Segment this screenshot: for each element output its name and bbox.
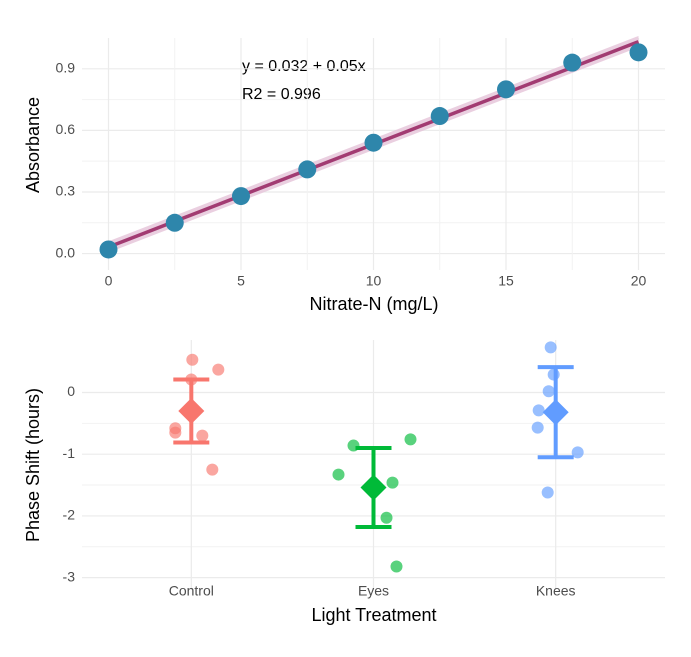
y-tick-label: 0.3 xyxy=(56,183,76,199)
point xyxy=(364,133,383,152)
point xyxy=(497,80,515,99)
point xyxy=(232,187,250,206)
point xyxy=(390,560,403,573)
point xyxy=(99,240,118,259)
x-tick-label: Control xyxy=(169,583,214,599)
point xyxy=(169,426,182,439)
point xyxy=(186,353,199,366)
x-tick-label: 5 xyxy=(237,273,245,289)
y-axis-title: Phase Shift (hours) xyxy=(23,388,43,542)
point xyxy=(532,404,545,417)
point xyxy=(541,486,554,499)
point xyxy=(629,43,648,62)
mean-marker xyxy=(178,397,205,424)
point xyxy=(531,421,544,434)
y-tick-label: -3 xyxy=(63,568,76,584)
y-axis-title: Absorbance xyxy=(23,97,43,193)
point xyxy=(571,446,584,459)
point xyxy=(563,53,582,72)
y-tick-label: 0.6 xyxy=(56,121,76,137)
y-tick-label: 0.0 xyxy=(56,244,76,260)
point xyxy=(206,463,219,476)
point xyxy=(165,213,184,232)
x-tick-label: 15 xyxy=(498,273,514,289)
point xyxy=(332,468,345,481)
x-tick-label: 20 xyxy=(631,273,647,289)
point xyxy=(212,363,225,376)
x-tick-label: Eyes xyxy=(358,583,389,599)
point xyxy=(386,476,399,489)
point xyxy=(430,107,449,126)
y-tick-label: -2 xyxy=(63,507,76,523)
y-tick-label: 0.9 xyxy=(56,59,76,75)
y-tick-label: 0 xyxy=(67,383,75,399)
annotation: R2 = 0.996 xyxy=(242,86,321,103)
point xyxy=(544,341,557,354)
point xyxy=(298,160,317,179)
x-axis-title: Light Treatment xyxy=(311,605,436,625)
mean-marker xyxy=(542,399,569,426)
y-tick-label: -1 xyxy=(63,445,76,461)
point xyxy=(404,433,417,446)
x-axis-title: Nitrate-N (mg/L) xyxy=(309,294,438,314)
x-tick-label: 0 xyxy=(105,273,113,289)
x-tick-label: 10 xyxy=(366,273,382,289)
annotation: y = 0.032 + 0.05x xyxy=(242,58,366,75)
point xyxy=(542,385,555,398)
x-tick-label: Knees xyxy=(536,583,576,599)
point xyxy=(380,511,393,524)
point xyxy=(196,429,209,442)
mean-marker xyxy=(360,474,387,501)
